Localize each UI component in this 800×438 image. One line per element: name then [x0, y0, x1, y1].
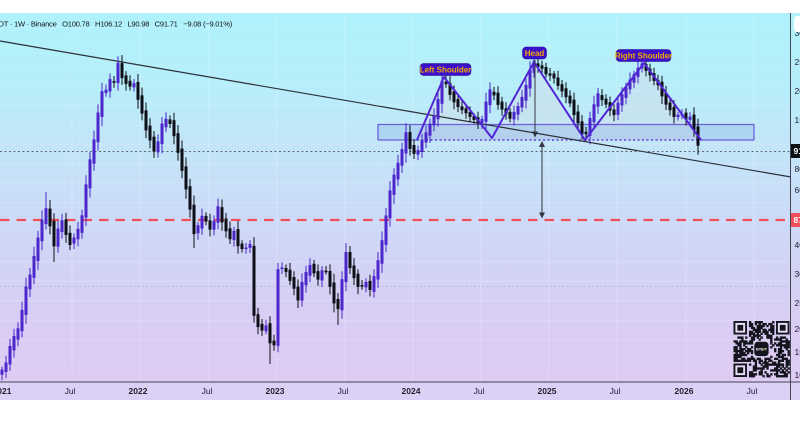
svg-text:BYBIT: BYBIT — [756, 348, 768, 352]
svg-text:10: 10 — [795, 370, 800, 380]
svg-text:Jul: Jul — [610, 386, 621, 396]
svg-text:20: 20 — [795, 324, 800, 334]
svg-text:Jul: Jul — [65, 386, 76, 396]
svg-text:15: 15 — [795, 347, 800, 357]
svg-text:2023: 2023 — [266, 386, 285, 396]
svg-text:2024: 2024 — [402, 386, 421, 396]
svg-text:2025: 2025 — [538, 386, 557, 396]
svg-text:Jul: Jul — [202, 386, 213, 396]
svg-text:80: 80 — [795, 164, 800, 174]
svg-text:250: 250 — [795, 57, 800, 67]
svg-text:150: 150 — [795, 115, 800, 125]
svg-text:60: 60 — [795, 185, 800, 195]
svg-text:Right Shoulder: Right Shoulder — [615, 52, 672, 61]
svg-text:40: 40 — [795, 240, 800, 250]
svg-text:2026: 2026 — [675, 386, 694, 396]
svg-text:Jul: Jul — [338, 386, 349, 396]
svg-text:Jul: Jul — [747, 386, 758, 396]
svg-text:87: 87 — [794, 215, 800, 225]
svg-text:2021: 2021 — [0, 386, 12, 396]
svg-text:Jul: Jul — [474, 386, 485, 396]
svg-text:Left Shoulder: Left Shoulder — [420, 66, 472, 75]
svg-text:91: 91 — [794, 146, 800, 156]
svg-text:2022: 2022 — [129, 386, 148, 396]
svg-text:25: 25 — [795, 298, 800, 308]
svg-text:Head: Head — [525, 49, 545, 58]
svg-text:200: 200 — [795, 86, 800, 96]
svg-text:30: 30 — [795, 269, 800, 279]
